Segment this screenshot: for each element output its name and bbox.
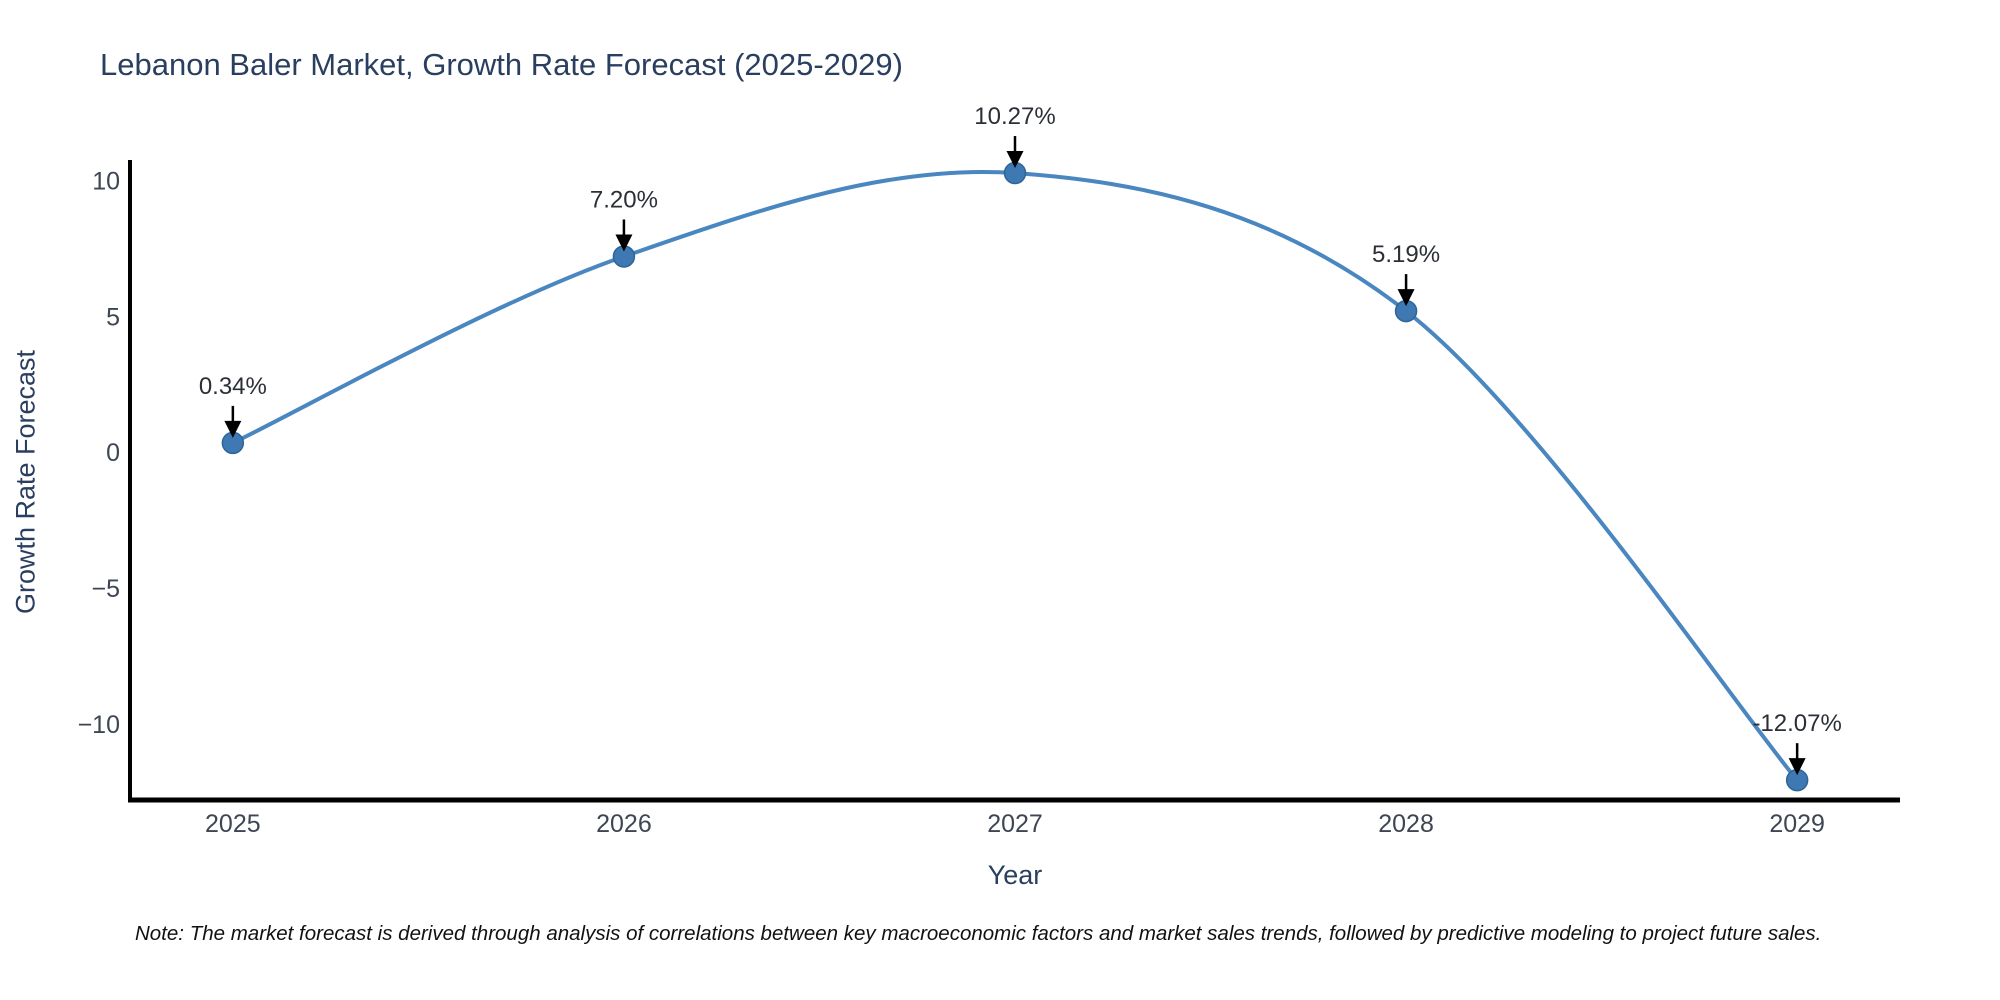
point-value-label: 0.34% [199,373,267,400]
annotation-arrow-head [1006,151,1024,169]
y-tick-label: −5 [91,575,120,603]
point-value-label: -12.07% [1752,710,1841,737]
point-value-label: 7.20% [590,186,658,213]
annotation-arrow-head [1788,758,1806,776]
x-tick-label: 2029 [1769,810,1825,838]
point-annotations: 0.34% 7.20% 10.27% 5.19% -12.07% [199,103,1842,776]
point-value-label: 5.19% [1372,241,1440,268]
x-tick-label: 2028 [1378,810,1434,838]
x-tick-label: 2025 [205,810,261,838]
y-tick-label: 10 [92,167,120,195]
x-axis-title: Year [987,860,1043,890]
annotation-arrow-head [615,234,633,252]
y-tick-label: −10 [78,711,120,739]
annotation-arrow-head [1397,289,1415,307]
annotation-arrow-head [224,420,242,438]
tick-labels: 10 5 0 −5 −10 2025 2026 2027 2028 2029 [78,167,1825,838]
chart-title: Lebanon Baler Market, Growth Rate Foreca… [100,47,903,82]
point-value-label: 10.27% [974,103,1055,130]
axes [128,160,1900,803]
footnote: Note: The market forecast is derived thr… [135,922,1822,945]
x-tick-label: 2027 [987,810,1043,838]
forecast-line [230,169,1800,783]
line-series [221,161,1809,792]
y-tick-label: 0 [106,439,120,467]
y-tick-label: 5 [106,303,120,331]
x-tick-label: 2026 [596,810,652,838]
